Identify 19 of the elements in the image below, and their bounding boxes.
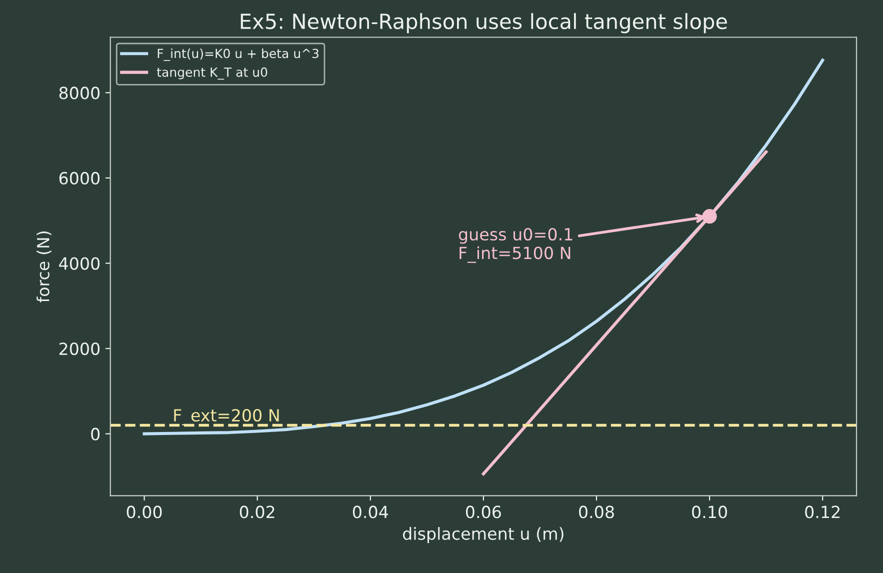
x-tick-label: 0.06 xyxy=(466,506,501,518)
y-tick-label: 4000 xyxy=(59,257,100,270)
x-tick-label: 0.04 xyxy=(352,506,388,518)
y-tick-label: 2000 xyxy=(59,342,100,356)
x-tick-label: 0.00 xyxy=(126,506,162,518)
x-tick-label: 0.10 xyxy=(692,506,727,518)
x-axis-title: displacement u (m) xyxy=(403,527,564,544)
legend-label: tangent K_T at u0 xyxy=(156,67,268,80)
y-tick-label: 0 xyxy=(91,428,100,440)
x-tick-label: 0.08 xyxy=(579,506,614,518)
y-tick-label: 6000 xyxy=(59,172,100,185)
x-tick-label: 0.02 xyxy=(240,506,274,518)
ref-line-label: F_ext=200 N xyxy=(174,408,279,426)
chart-title: Ex5: Newton-Raphson uses local tangent slope xyxy=(240,13,727,34)
y-tick-label: 8000 xyxy=(59,86,100,100)
y-axis-title: force (N) xyxy=(36,232,52,302)
annotation: guess u0=0.1 F_int=5100 N xyxy=(458,228,572,263)
x-tick-label: 0.12 xyxy=(805,506,840,518)
legend-label: F_int(u)=K0 u + beta u^3 xyxy=(158,48,318,61)
